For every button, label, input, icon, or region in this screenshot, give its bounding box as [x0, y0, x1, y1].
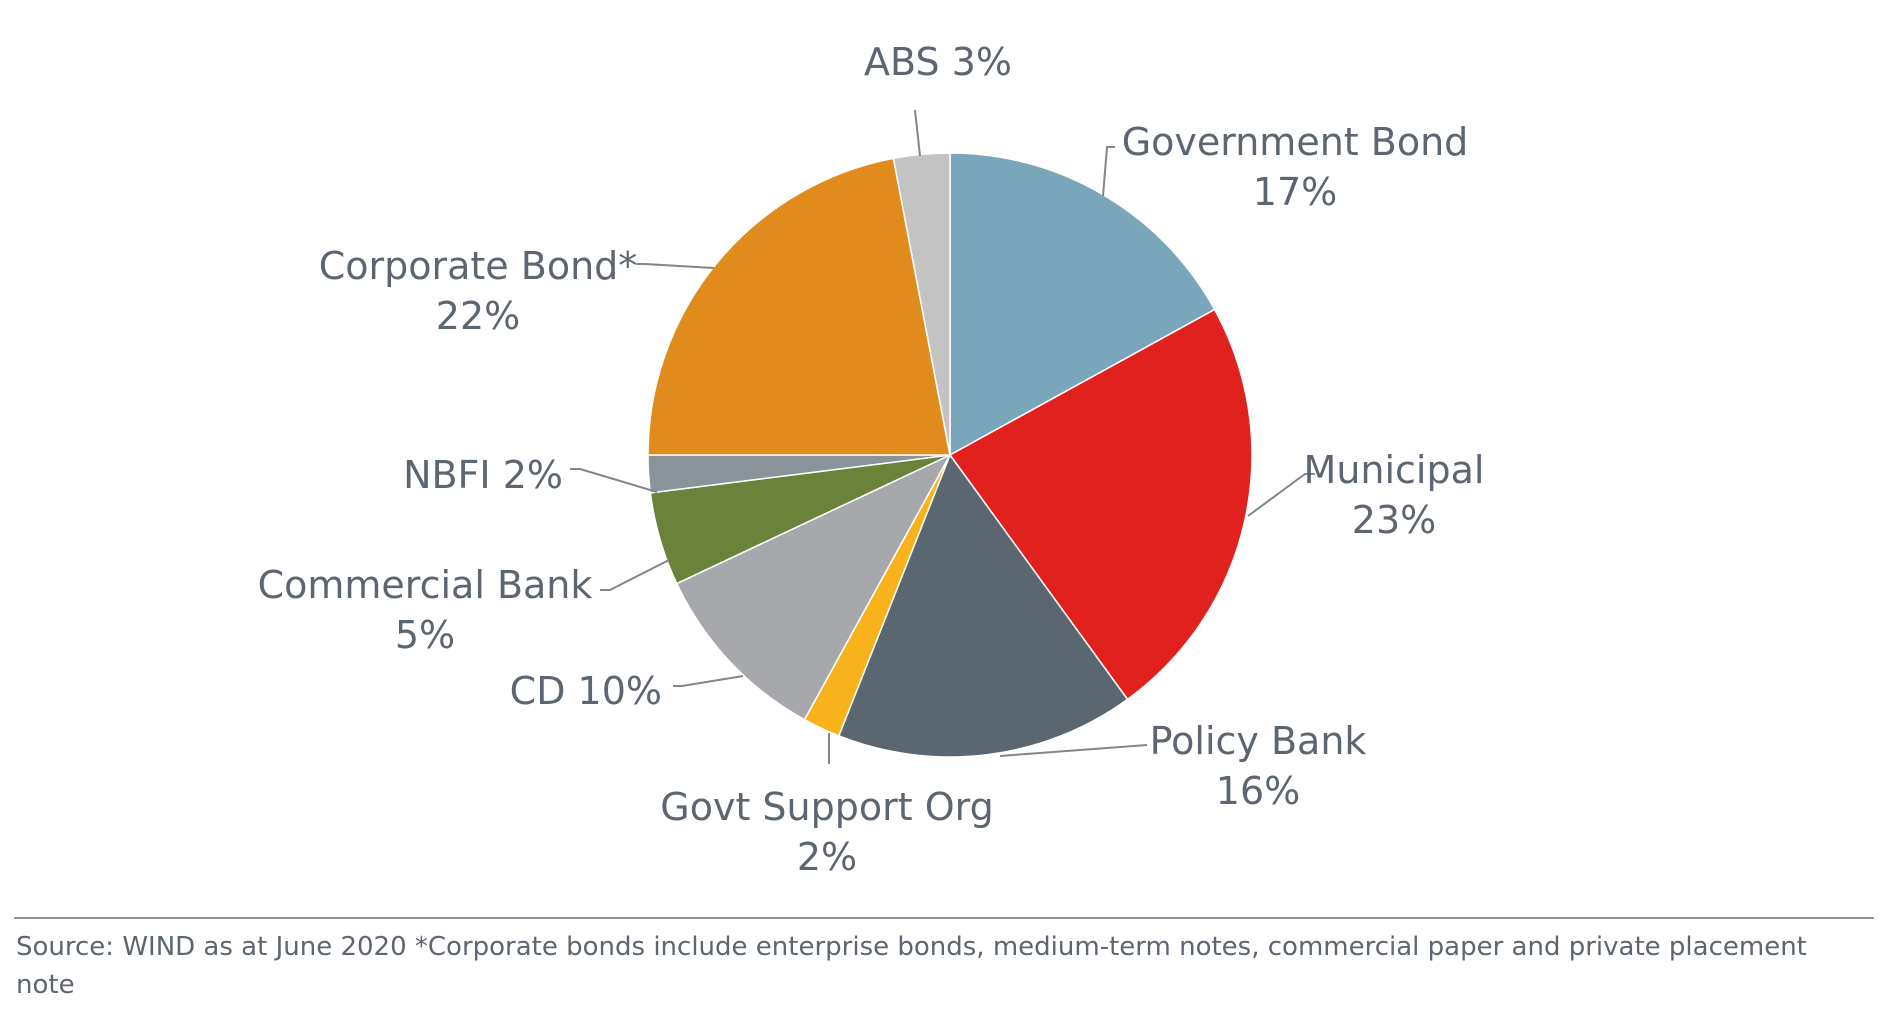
slice-value-commercial-bank: 5% — [395, 613, 455, 657]
leader-line-policy-bank — [999, 744, 1148, 757]
slice-label-govt-support-org: Govt Support Org — [660, 785, 993, 829]
leader-line-cd — [673, 675, 744, 687]
slice-value-govt-support-org: 2% — [797, 835, 857, 879]
slice-label-government-bond: Government Bond — [1122, 120, 1469, 164]
label-leader-lines — [570, 109, 1315, 764]
leader-line-government-bond — [1102, 146, 1115, 197]
footer-divider — [14, 917, 1874, 919]
pie-slice-cd — [675, 453, 952, 721]
slice-labels: Government Bond 17% Municipal 23% Policy Ban… — [258, 40, 1485, 879]
slice-value-policy-bank: 16% — [1216, 769, 1300, 813]
pie-slice-corporate-bond — [647, 157, 951, 456]
source-note: Source: WIND as at June 2020 *Corporate … — [16, 932, 1807, 1000]
leader-line-abs — [914, 109, 921, 157]
pie-slices — [647, 152, 1253, 758]
slice-label-cd: CD 10% — [510, 669, 662, 713]
slice-label-corporate-bond: Corporate Bond* — [319, 244, 638, 288]
slice-value-municipal: 23% — [1352, 498, 1436, 542]
slice-label-policy-bank: Policy Bank — [1150, 719, 1367, 763]
pie-slice-municipal — [948, 308, 1253, 701]
pie-chart: Government Bond 17% Municipal 23% Policy Ban… — [258, 40, 1485, 879]
slice-value-government-bond: 17% — [1253, 170, 1337, 214]
pie-slice-abs — [892, 152, 951, 456]
leader-line-commercial-bank — [600, 559, 670, 591]
slice-label-municipal: Municipal — [1304, 448, 1485, 492]
slice-label-commercial-bank: Commercial Bank — [258, 563, 593, 607]
leader-line-nbfi — [570, 468, 658, 493]
slice-label-abs: ABS 3% — [864, 40, 1012, 84]
slice-value-corporate-bond: 22% — [436, 294, 520, 338]
pie-slice-policy-bank — [837, 453, 1129, 758]
leader-line-municipal — [1247, 473, 1315, 517]
leader-line-corporate-bond — [636, 263, 715, 269]
slice-label-nbfi: NBFI 2% — [403, 453, 563, 497]
